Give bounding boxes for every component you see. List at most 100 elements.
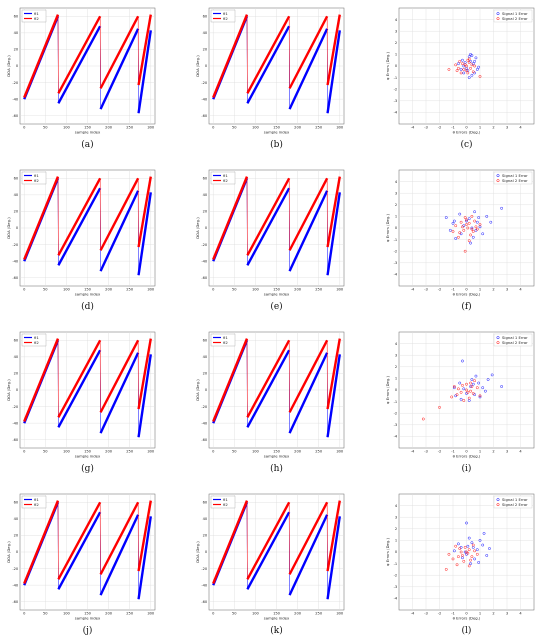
x-tick-label: -4 bbox=[411, 612, 415, 616]
scatter-point-2 bbox=[469, 381, 472, 385]
series-line-2 bbox=[99, 501, 140, 575]
series-line-1 bbox=[57, 25, 102, 104]
y-tick-label: 60 bbox=[14, 500, 19, 504]
x-tick-label: 50 bbox=[232, 612, 237, 616]
y-axis-label: DOA (Deg.) bbox=[195, 217, 200, 239]
x-axis-label: sample index bbox=[75, 130, 101, 135]
scatter-point-2 bbox=[458, 231, 462, 235]
scatter-point-1 bbox=[459, 68, 463, 71]
y-tick-label: 0 bbox=[16, 388, 19, 392]
x-tick-label: -3 bbox=[424, 450, 428, 454]
scatter-point-1 bbox=[466, 544, 470, 548]
scatter-point-1 bbox=[470, 73, 474, 77]
scatter-point-1 bbox=[478, 539, 482, 542]
x-tick-label: -2 bbox=[438, 126, 442, 130]
scatter-point-2 bbox=[451, 557, 455, 561]
y-tick-label: 20 bbox=[203, 48, 208, 52]
scatter-point-2 bbox=[438, 406, 441, 409]
legend-label: Signal 1 Error bbox=[502, 173, 528, 178]
y-tick-label: -4 bbox=[394, 597, 398, 601]
series-line-1 bbox=[99, 352, 140, 434]
series-line-2 bbox=[99, 15, 140, 89]
x-tick-label: 300 bbox=[336, 126, 344, 130]
x-tick-label: 50 bbox=[232, 126, 237, 130]
x-tick-label: 2 bbox=[492, 288, 494, 292]
x-tick-label: 0 bbox=[23, 612, 26, 616]
y-tick-label: 0 bbox=[205, 226, 208, 230]
scatter-point-2 bbox=[458, 547, 462, 550]
y-tick-label: 20 bbox=[203, 372, 208, 376]
y-tick-label: -60 bbox=[12, 276, 19, 280]
scatter-point-1 bbox=[477, 561, 481, 564]
legend-marker bbox=[496, 12, 500, 16]
y-tick-label: -3 bbox=[394, 261, 398, 265]
scatter-point-1 bbox=[477, 216, 481, 219]
scatter-point-1 bbox=[475, 68, 479, 71]
series-line-2 bbox=[212, 338, 249, 422]
y-tick-label: 60 bbox=[203, 338, 208, 342]
scatter-point-1 bbox=[448, 228, 452, 232]
series-line-2 bbox=[326, 14, 341, 86]
y-tick-label: -60 bbox=[201, 114, 208, 118]
scatter-point-1 bbox=[485, 554, 489, 557]
x-tick-label: 100 bbox=[63, 126, 71, 130]
scatter-point-1 bbox=[467, 536, 471, 540]
x-tick-label: 3 bbox=[506, 612, 508, 616]
x-tick-label: -2 bbox=[438, 288, 442, 292]
series-line-1 bbox=[288, 352, 329, 434]
series-line-2 bbox=[137, 500, 152, 572]
series-line-1 bbox=[246, 511, 291, 590]
scatter-point-1 bbox=[451, 221, 455, 225]
scatter-point-1 bbox=[461, 359, 464, 363]
scatter-point-2 bbox=[454, 63, 458, 67]
scatter-point-2 bbox=[457, 235, 460, 239]
y-tick-label: -60 bbox=[201, 438, 208, 442]
scatter-point-2 bbox=[473, 219, 476, 223]
panel-e: 0 50 100 150 200 250 300 -60 -40 -20 0 20 40 60 sample… bbox=[195, 169, 345, 312]
x-tick-label: 4 bbox=[519, 288, 522, 292]
scatter-point-2 bbox=[461, 62, 464, 66]
scatter-point-2 bbox=[467, 564, 471, 568]
scatter-point-2 bbox=[459, 550, 463, 554]
x-tick-label: 0 bbox=[465, 450, 468, 454]
legend-label: Signal 2 Error bbox=[502, 502, 528, 507]
scatter-point-1 bbox=[452, 549, 456, 553]
x-tick-label: 1 bbox=[479, 126, 481, 130]
scatter-point-1 bbox=[467, 217, 471, 221]
x-tick-label: 200 bbox=[294, 612, 302, 616]
scatter-point-2 bbox=[467, 239, 471, 243]
scatter-point-2 bbox=[462, 68, 466, 71]
panel-caption: (c) bbox=[460, 139, 472, 150]
scatter-point-2 bbox=[471, 392, 475, 395]
y-tick-label: -2 bbox=[394, 573, 398, 577]
scatter-point-2 bbox=[459, 220, 463, 224]
scatter-point-2 bbox=[469, 389, 472, 393]
x-tick-label: 150 bbox=[84, 288, 92, 292]
y-tick-label: 1 bbox=[395, 539, 397, 543]
x-tick-label: 100 bbox=[252, 612, 260, 616]
y-tick-label: -1 bbox=[394, 562, 398, 566]
scatter-point-2 bbox=[475, 552, 479, 556]
panel-caption: (l) bbox=[462, 625, 472, 636]
legend-box bbox=[493, 9, 533, 23]
scatter-point-2 bbox=[471, 230, 475, 233]
scatter-point-2 bbox=[470, 227, 474, 231]
x-tick-label: 150 bbox=[273, 450, 281, 454]
series-line-2 bbox=[57, 339, 102, 418]
x-tick-label: 250 bbox=[315, 450, 323, 454]
x-tick-label: 200 bbox=[294, 288, 302, 292]
legend-marker bbox=[496, 498, 500, 502]
panel-caption: (e) bbox=[270, 301, 282, 312]
y-tick-label: -40 bbox=[201, 421, 208, 425]
scatter-point-1 bbox=[452, 219, 456, 223]
y-tick-label: 0 bbox=[16, 226, 19, 230]
scatter-point-2 bbox=[471, 70, 475, 74]
y-tick-label: 20 bbox=[14, 210, 19, 214]
series-line-2 bbox=[246, 339, 291, 418]
scatter-point-1 bbox=[471, 235, 475, 239]
x-tick-label: 150 bbox=[273, 288, 281, 292]
